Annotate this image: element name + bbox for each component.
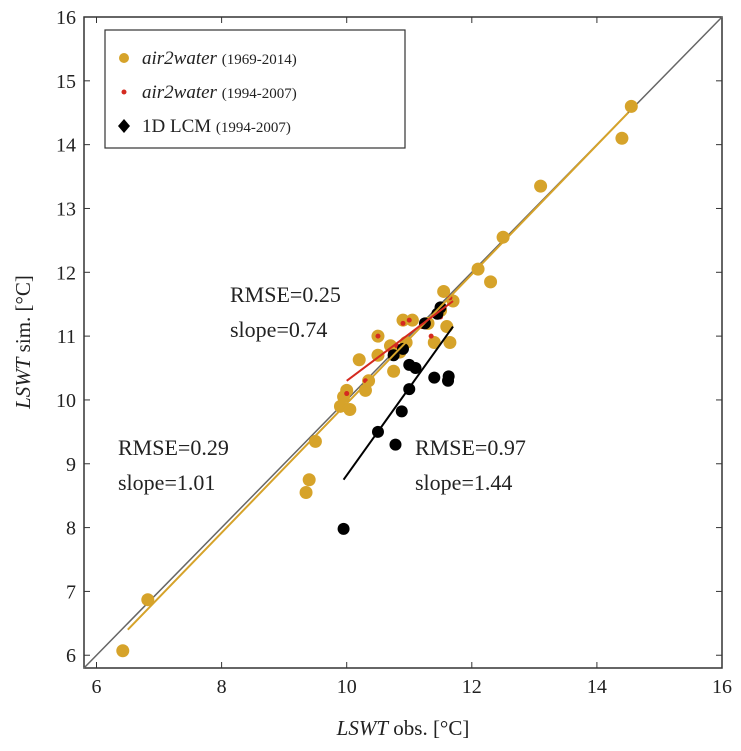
scatter-point <box>624 99 638 113</box>
y-tick-label: 9 <box>66 454 76 476</box>
scatter-point <box>337 522 350 535</box>
fit-annotation: RMSE=0.29 <box>118 435 229 460</box>
x-tick-label: 16 <box>712 676 732 698</box>
x-tick-label: 12 <box>462 676 482 698</box>
x-label-text: obs. [°C] <box>393 716 469 740</box>
y-axis-label: LSWT sim. [°C] <box>11 275 35 410</box>
scatter-point <box>302 473 316 487</box>
scatter-point <box>352 353 366 367</box>
x-tick-label: 10 <box>337 676 357 698</box>
x-tick-label: 14 <box>587 676 607 698</box>
x-label-variable: LSWT <box>336 716 390 740</box>
y-label-text: sim. [°C] <box>11 275 35 352</box>
scatter-point <box>400 320 406 326</box>
legend-name: air2water <box>142 82 218 103</box>
y-tick-label: 8 <box>66 518 76 540</box>
scatter-point <box>428 333 434 339</box>
legend-marker <box>118 119 130 133</box>
scatter-point <box>615 131 629 145</box>
scatter-point <box>406 317 412 323</box>
scatter-point <box>344 391 350 397</box>
fit-line <box>342 325 454 481</box>
y-label-variable: LSWT <box>11 356 35 410</box>
y-tick-label: 15 <box>56 71 76 93</box>
plot-frame <box>83 16 723 669</box>
legend-period: (1994-2007) <box>222 86 297 102</box>
x-tick-label: 6 <box>92 676 102 698</box>
scatter-point <box>405 313 419 327</box>
scatter-point <box>395 405 408 418</box>
scatter-point <box>383 339 397 353</box>
legend-entry: air2water (1994-2007) <box>142 82 297 103</box>
scatter-point <box>496 230 510 244</box>
y-tick-label: 6 <box>66 645 76 667</box>
scatter-point <box>427 336 441 349</box>
y-tick-label: 7 <box>66 581 76 603</box>
y-tick-label: 11 <box>57 326 76 348</box>
y-tick-label: 10 <box>56 390 76 412</box>
y-tick-label: 13 <box>56 198 76 220</box>
legend-marker <box>121 89 127 95</box>
fit-line <box>346 300 454 382</box>
scatter-point <box>484 275 498 289</box>
x-axis-label: LSWT obs. [°C] <box>336 716 470 740</box>
scatter-point <box>116 644 130 658</box>
scatter-point <box>387 364 401 378</box>
legend-entry: air2water (1969-2014) <box>142 48 297 69</box>
x-tick-label: 8 <box>217 676 227 698</box>
scatter-point <box>299 485 313 499</box>
legend-entry: 1D LCM (1994-2007) <box>142 116 291 137</box>
scatter-point <box>440 320 454 334</box>
scatter-point <box>141 593 155 607</box>
legend-period: (1969-2014) <box>222 52 297 68</box>
scatter-point <box>403 358 416 371</box>
legend-period: (1994-2007) <box>216 120 291 136</box>
legend-box <box>104 29 406 149</box>
y-tick-label: 14 <box>56 135 76 157</box>
y-tick-label: 16 <box>56 7 76 29</box>
y-tick-label: 12 <box>56 262 76 284</box>
scatter-point <box>375 333 381 339</box>
scatter-point <box>389 438 402 451</box>
legend-marker <box>119 53 129 63</box>
scatter-point <box>397 342 409 355</box>
scatter-point <box>442 370 455 383</box>
fit-annotation: slope=1.44 <box>415 470 512 495</box>
scatter-point <box>437 284 451 298</box>
fit-annotation: RMSE=0.97 <box>415 435 526 460</box>
legend-name: air2water <box>142 48 218 69</box>
scatter-point <box>396 313 410 327</box>
fit-annotation: RMSE=0.25 <box>230 282 341 307</box>
fit-annotation: slope=0.74 <box>230 317 327 342</box>
legend-name: 1D LCM <box>142 116 211 137</box>
scatter-point <box>428 371 441 384</box>
fit-line <box>127 112 629 631</box>
fit-annotation: slope=1.01 <box>118 470 215 495</box>
scatter-point <box>343 403 357 417</box>
scatter-point <box>371 348 385 362</box>
scatter-point <box>534 179 548 193</box>
scatter-point <box>443 336 457 349</box>
